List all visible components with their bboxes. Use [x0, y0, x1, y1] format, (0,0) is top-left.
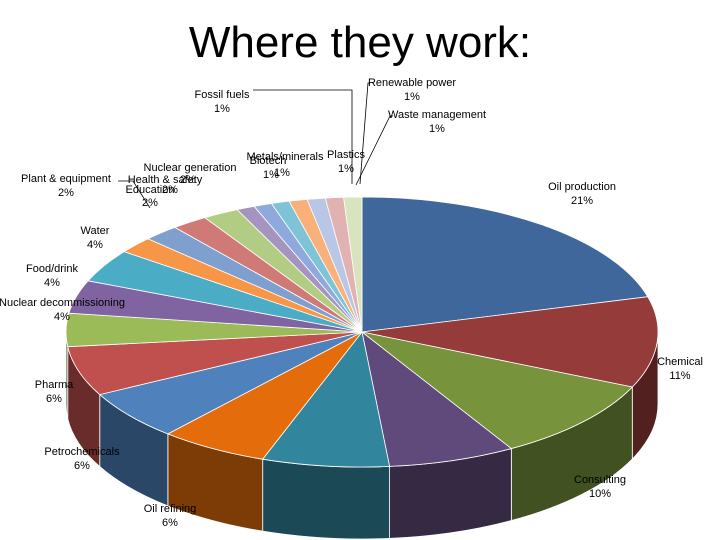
- slice-label-5: Oil refining: [144, 503, 197, 515]
- slice-label-12: Nuclear generation: [144, 162, 237, 174]
- pie-sides: [65, 331, 659, 540]
- slice-value-2: 10%: [589, 488, 611, 500]
- slice-label-13: Health & safety: [128, 174, 203, 186]
- slice-label-2: Consulting: [574, 474, 626, 486]
- slice-value-6: 6%: [74, 460, 90, 472]
- slice-value-20: 1%: [338, 163, 354, 175]
- slice-value-8: 4%: [54, 311, 70, 323]
- slice-value-17: 1%: [274, 167, 290, 179]
- pie-top: [65, 196, 659, 468]
- slice-label-18: Renewable power: [368, 77, 456, 89]
- pie-slice-0: [361, 196, 649, 333]
- slice-value-18: 1%: [404, 91, 420, 103]
- slice-label-17: Biotech: [250, 155, 287, 167]
- pie-labels: Oil production 21% Chemical 11% Consulting 10…: [0, 77, 703, 529]
- slice-label-11: Plant & equipment: [21, 173, 111, 185]
- pie-side-4: [262, 458, 390, 540]
- slice-value-0: 21%: [571, 195, 593, 207]
- slice-value-12: 2%: [142, 197, 158, 209]
- slice-label-15: Fossil fuels: [194, 89, 250, 101]
- pie-slice-4: [261, 331, 391, 468]
- pie-slice-3: [361, 331, 513, 467]
- pie-slice-2: [361, 331, 634, 449]
- slice-value-19: 1%: [429, 123, 445, 135]
- slice-label-0: Oil production: [548, 181, 616, 193]
- slice-value-1: 11%: [669, 370, 690, 382]
- slice-label-10: Water: [81, 225, 110, 237]
- slice-label-9: Food/drink: [26, 263, 78, 275]
- slice-value-7: 6%: [46, 393, 62, 405]
- slice-label-7: Pharma: [35, 379, 74, 391]
- slice-label-6: Petrochemicals: [44, 446, 120, 458]
- slice-value-15: 1%: [214, 103, 230, 115]
- slice-label-19: Waste management: [388, 109, 486, 121]
- slice-value-16: 1%: [263, 169, 279, 181]
- slice-value-14: 2%: [162, 184, 178, 196]
- leader-lines: [118, 82, 393, 209]
- slice-value-10: 4%: [87, 239, 103, 251]
- slide-title: Where they work:: [188, 18, 532, 67]
- leader-line-3: [118, 180, 151, 209]
- slice-label-1: Chemical: [657, 356, 703, 368]
- slice-value-13: 2%: [180, 174, 196, 186]
- pie-slice-1: [361, 296, 659, 388]
- slice-label-16: Metals/minerals: [246, 151, 324, 163]
- slice-value-9: 4%: [44, 277, 60, 289]
- slice-label-14: Education: [126, 184, 175, 196]
- leader-line-1: [359, 82, 370, 185]
- pie-slice-21: [343, 196, 363, 333]
- slice-label-20: Plastics: [327, 149, 365, 161]
- slice-value-5: 6%: [162, 517, 178, 529]
- slice-label-8: Nuclear decommissioning: [0, 297, 125, 309]
- slice-value-11: 2%: [58, 187, 74, 199]
- leader-line-2: [355, 115, 393, 186]
- leader-line-0: [253, 89, 353, 184]
